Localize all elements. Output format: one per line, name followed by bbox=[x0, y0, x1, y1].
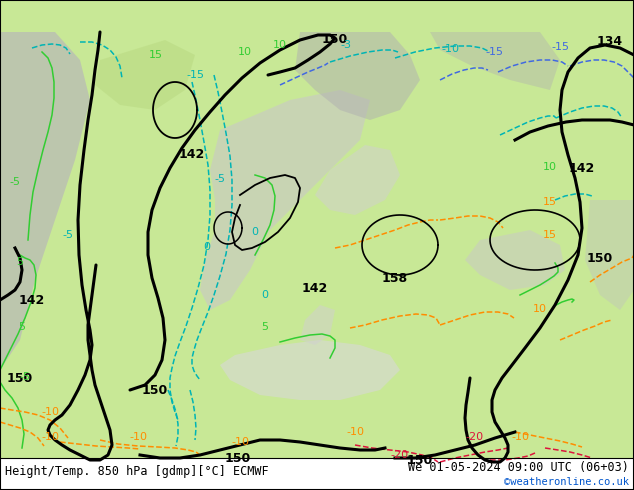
Polygon shape bbox=[585, 200, 634, 310]
Text: 10: 10 bbox=[533, 304, 547, 314]
Polygon shape bbox=[300, 305, 335, 345]
Text: ©weatheronline.co.uk: ©weatheronline.co.uk bbox=[504, 477, 629, 487]
Text: 0: 0 bbox=[204, 242, 210, 252]
Text: -10: -10 bbox=[129, 432, 147, 442]
Polygon shape bbox=[0, 32, 90, 370]
Text: 5: 5 bbox=[18, 322, 25, 332]
Text: -5: -5 bbox=[20, 372, 30, 382]
Text: 142: 142 bbox=[569, 162, 595, 174]
Text: 150: 150 bbox=[7, 371, 33, 385]
Text: -5: -5 bbox=[214, 174, 226, 184]
Text: 158: 158 bbox=[382, 271, 408, 285]
Text: 15: 15 bbox=[543, 230, 557, 240]
Text: 142: 142 bbox=[179, 148, 205, 162]
Text: 15: 15 bbox=[149, 50, 163, 60]
Text: -20: -20 bbox=[391, 450, 409, 460]
Text: 142: 142 bbox=[302, 281, 328, 294]
Text: 5: 5 bbox=[261, 322, 269, 332]
Polygon shape bbox=[220, 340, 400, 400]
Text: -15: -15 bbox=[551, 42, 569, 52]
Text: -3: -3 bbox=[340, 40, 351, 50]
Text: 10: 10 bbox=[273, 40, 287, 50]
Text: 134: 134 bbox=[597, 35, 623, 49]
Text: -10: -10 bbox=[41, 407, 59, 417]
Text: -15: -15 bbox=[186, 70, 204, 80]
Text: 150: 150 bbox=[322, 33, 348, 47]
Text: We 01-05-2024 09:00 UTC (06+03): We 01-05-2024 09:00 UTC (06+03) bbox=[408, 462, 629, 474]
Text: -5: -5 bbox=[10, 177, 20, 187]
Polygon shape bbox=[430, 32, 560, 90]
Text: -10: -10 bbox=[511, 432, 529, 442]
Text: 150: 150 bbox=[225, 451, 251, 465]
Text: -15: -15 bbox=[485, 47, 503, 57]
Polygon shape bbox=[95, 40, 195, 110]
Polygon shape bbox=[315, 145, 400, 215]
Text: -10: -10 bbox=[346, 427, 364, 437]
Text: 5: 5 bbox=[16, 257, 23, 267]
Text: 0: 0 bbox=[261, 290, 269, 300]
Text: 150: 150 bbox=[587, 251, 613, 265]
Text: -10: -10 bbox=[41, 432, 59, 442]
Polygon shape bbox=[200, 90, 370, 310]
Polygon shape bbox=[465, 230, 565, 290]
Text: 142: 142 bbox=[19, 294, 45, 307]
Text: -5: -5 bbox=[63, 230, 74, 240]
Text: 0: 0 bbox=[252, 227, 259, 237]
Text: 10: 10 bbox=[543, 162, 557, 172]
Bar bbox=[0, 458, 634, 490]
Text: -20: -20 bbox=[466, 432, 484, 442]
Text: 15: 15 bbox=[543, 197, 557, 207]
Text: -10: -10 bbox=[441, 44, 459, 54]
Text: 150: 150 bbox=[407, 454, 433, 466]
Text: 10: 10 bbox=[238, 47, 252, 57]
Polygon shape bbox=[295, 32, 420, 120]
Text: -10: -10 bbox=[231, 437, 249, 447]
Text: Height/Temp. 850 hPa [gdmp][°C] ECMWF: Height/Temp. 850 hPa [gdmp][°C] ECMWF bbox=[5, 466, 269, 479]
Text: 150: 150 bbox=[142, 384, 168, 396]
